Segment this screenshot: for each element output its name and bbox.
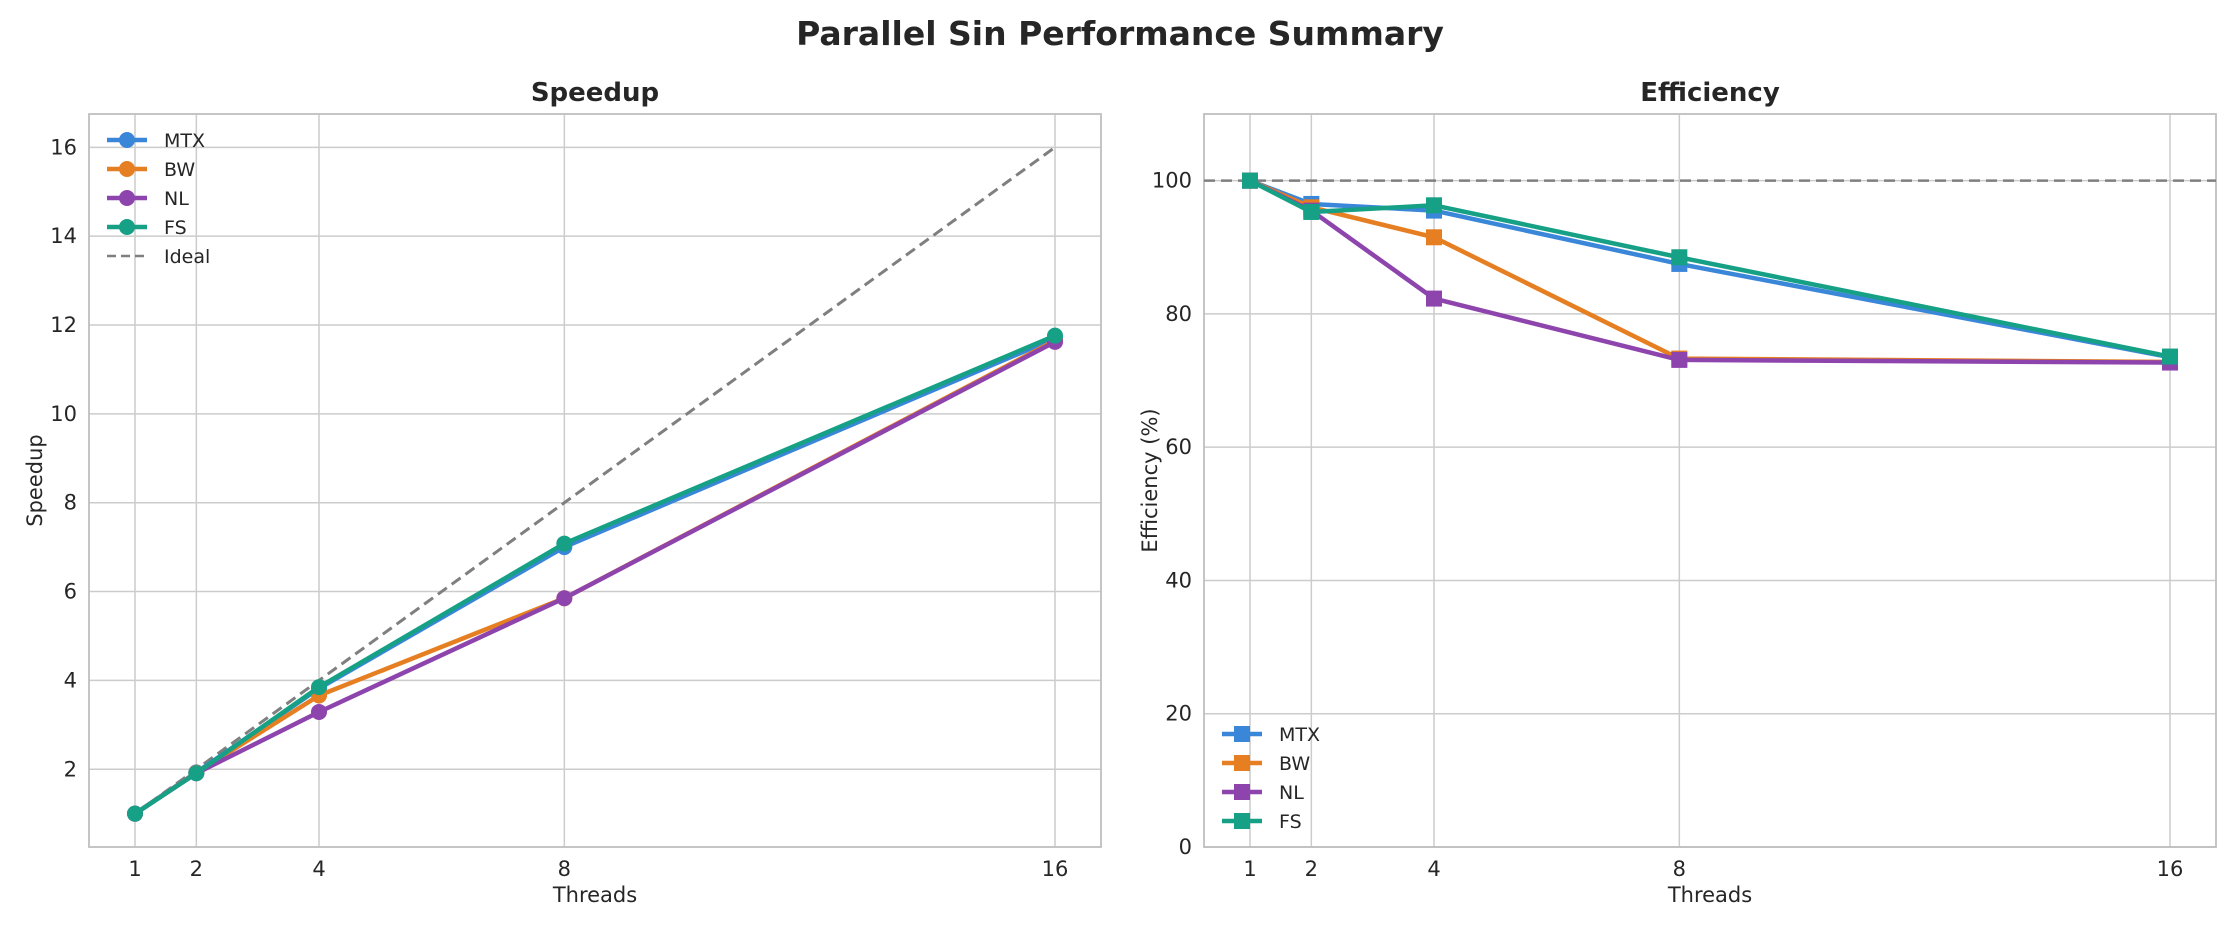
chart1-ytick-label-10: 10 xyxy=(50,402,77,426)
chart1-ytick-label-4: 4 xyxy=(64,668,77,692)
chart2-legend-nl-label: NL xyxy=(1279,782,1304,804)
chart1-series-fs-point-2 xyxy=(188,765,205,782)
chart1-ytick-label-8: 8 xyxy=(64,491,77,515)
chart2-series-fs-point-2 xyxy=(1303,203,1320,220)
chart2-xtick-label-2: 2 xyxy=(1305,857,1318,881)
chart2-x-axis-label: Threads xyxy=(1667,883,1752,907)
figure-title: Parallel Sin Performance Summary xyxy=(796,14,1444,53)
chart1-xtick-label-16: 16 xyxy=(1042,857,1069,881)
chart1-series-fs-point-1 xyxy=(127,805,143,822)
chart1-legend-bw-marker xyxy=(119,161,135,177)
chart1-x-axis-label: Threads xyxy=(552,883,637,907)
chart2-legend-mtx-label: MTX xyxy=(1279,724,1320,746)
chart1-xtick-label-4: 4 xyxy=(312,857,325,881)
chart2-series-bw-point-4 xyxy=(1426,229,1442,246)
chart1-series-nl-point-4 xyxy=(311,703,327,720)
chart2-legend-bw-marker xyxy=(1234,755,1250,771)
chart2-plot-area xyxy=(1204,114,2216,847)
chart2-y-axis-label: Efficiency (%) xyxy=(1138,408,1162,552)
chart2-legend-mtx-marker xyxy=(1234,726,1250,742)
chart2-series-nl-point-8 xyxy=(1671,351,1688,368)
chart2-title: Efficiency xyxy=(1640,78,1780,108)
chart1-xtick-label-8: 8 xyxy=(558,857,571,881)
chart2-series-fs-point-4 xyxy=(1426,197,1442,214)
chart1-ytick-label-16: 16 xyxy=(50,135,77,159)
chart1-series-fs-point-16 xyxy=(1047,327,1063,344)
chart2-series-nl-point-4 xyxy=(1426,290,1442,307)
chart2-legend-fs-label: FS xyxy=(1279,811,1302,833)
chart1-ideal-line xyxy=(134,146,1056,815)
chart2-xtick-label-4: 4 xyxy=(1427,857,1440,881)
chart2-legend-bw-label: BW xyxy=(1279,753,1310,775)
chart2-ytick-label-40: 40 xyxy=(1165,568,1192,592)
chart2-legend-nl-marker xyxy=(1234,784,1250,800)
chart2-series-fs-point-1 xyxy=(1242,172,1258,189)
chart1-series-nl-point-8 xyxy=(556,590,573,607)
chart1-series-fs-point-4 xyxy=(311,679,327,696)
chart2-ytick-label-100: 100 xyxy=(1152,169,1192,193)
chart1-ytick-label-14: 14 xyxy=(50,224,77,248)
chart1-legend-fs-label: FS xyxy=(164,217,187,239)
chart1-series-fs-point-8 xyxy=(556,535,573,552)
chart1-legend-mtx-marker xyxy=(119,132,135,148)
chart1-ytick-label-12: 12 xyxy=(50,313,77,337)
chart1-legend-fs-marker xyxy=(119,219,135,235)
chart1-legend-ideal-label: Ideal xyxy=(164,246,210,268)
chart2-ytick-label-0: 0 xyxy=(1179,835,1192,859)
chart2-ytick-label-80: 80 xyxy=(1165,302,1192,326)
chart1-y-axis-label: Speedup xyxy=(23,434,47,526)
chart1-xtick-label-1: 1 xyxy=(128,857,141,881)
chart1-legend-nl-label: NL xyxy=(164,188,189,210)
chart1-spines xyxy=(88,113,1102,848)
chart2-xtick-label-16: 16 xyxy=(2157,857,2184,881)
chart1-ytick-label-2: 2 xyxy=(64,757,77,781)
chart2-legend-fs-marker xyxy=(1234,813,1250,829)
chart2-series-fs-point-16 xyxy=(2162,348,2178,365)
chart2-series-fs-point-8 xyxy=(1671,249,1688,266)
chart1-xtick-label-2: 2 xyxy=(190,857,203,881)
chart1-ytick-label-6: 6 xyxy=(64,580,77,604)
chart1-legend-nl-marker xyxy=(119,190,135,206)
chart2-spines xyxy=(1203,113,2217,848)
chart2-xtick-label-1: 1 xyxy=(1243,857,1256,881)
chart1-title: Speedup xyxy=(531,78,659,108)
chart2-xtick-label-8: 8 xyxy=(1673,857,1686,881)
chart1-legend-mtx-label: MTX xyxy=(164,130,205,152)
chart1-legend-bw-label: BW xyxy=(164,159,195,181)
chart2-ytick-label-20: 20 xyxy=(1165,702,1192,726)
chart2-ytick-label-60: 60 xyxy=(1165,435,1192,459)
